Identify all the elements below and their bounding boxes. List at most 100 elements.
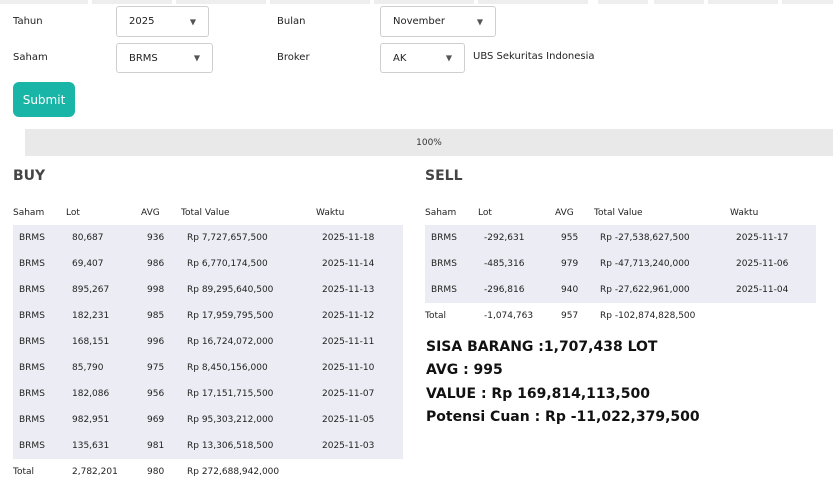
sell-table-header: Saham Lot AVG Total Value Waktu — [425, 201, 816, 225]
chevron-down-icon: ▼ — [476, 17, 483, 26]
buy-col-avg: AVG — [141, 208, 160, 218]
buy-table-row: BRMS 895,267 998 Rp 89,295,640,500 2025-11-1… — [13, 277, 403, 303]
buy-total-cell: Rp 272,688,942,000 — [187, 467, 280, 477]
sell-total-row: Total -1,074,763 957 Rp -102,874,828,500 — [425, 303, 816, 329]
saham-label: Saham — [13, 52, 48, 63]
buy-total-cell: 980 — [147, 467, 165, 477]
sell-cell: Rp -47,713,240,000 — [594, 251, 730, 277]
progress-fill — [25, 129, 833, 156]
chevron-down-icon: ▼ — [193, 53, 200, 63]
potensi-cuan: Potensi Cuan : Rp -11,022,379,500 — [426, 409, 700, 425]
submit-button[interactable]: Submit — [13, 82, 75, 117]
buy-cell: 985 — [141, 303, 181, 329]
buy-col-saham: Saham — [13, 208, 45, 218]
buy-table-row: BRMS 85,790 975 Rp 8,450,156,000 2025-11-10 — [13, 355, 403, 381]
sell-total-cell: -1,074,763 — [484, 311, 534, 321]
bulan-select[interactable]: November ▼ — [380, 6, 496, 37]
buy-cell: Rp 6,770,174,500 — [181, 251, 316, 277]
buy-total-cell — [316, 459, 403, 485]
sell-total-cell: Total — [425, 311, 447, 321]
buy-col-lot: Lot — [66, 208, 80, 218]
buy-cell: BRMS — [13, 433, 66, 459]
buy-cell: 936 — [141, 225, 181, 251]
sell-cell: -296,816 — [478, 277, 555, 303]
buy-cell: Rp 8,450,156,000 — [181, 355, 316, 381]
sell-table-row: BRMS -292,631 955 Rp -27,538,627,500 2025-11… — [425, 225, 816, 251]
buy-cell: Rp 17,151,715,500 — [181, 381, 316, 407]
buy-table-row: BRMS 135,631 981 Rp 13,306,518,500 2025-11-0… — [13, 433, 403, 459]
broker-select[interactable]: AK ▼ — [380, 43, 465, 73]
buy-col-waktu: Waktu — [316, 208, 345, 218]
tahun-label: Tahun — [13, 16, 43, 27]
sell-cell: BRMS — [425, 277, 478, 303]
buy-cell: BRMS — [13, 277, 66, 303]
sell-title: SELL — [425, 168, 463, 184]
sell-cell: -485,316 — [478, 251, 555, 277]
sell-col-lot: Lot — [478, 208, 492, 218]
buy-cell: Rp 89,295,640,500 — [181, 277, 316, 303]
summary-value: VALUE : Rp 169,814,113,500 — [426, 386, 650, 402]
buy-cell: BRMS — [13, 407, 66, 433]
buy-cell: Rp 13,306,518,500 — [181, 433, 316, 459]
sell-col-waktu: Waktu — [730, 208, 759, 218]
buy-cell: Rp 7,727,657,500 — [181, 225, 316, 251]
buy-cell: 2025-11-10 — [316, 355, 403, 381]
sell-col-total-value: Total Value — [594, 208, 643, 218]
sell-cell: Rp -27,538,627,500 — [594, 225, 730, 251]
buy-cell: 981 — [141, 433, 181, 459]
buy-cell: 168,151 — [66, 329, 141, 355]
buy-cell: 969 — [141, 407, 181, 433]
buy-cell: BRMS — [13, 329, 66, 355]
buy-cell: 2025-11-11 — [316, 329, 403, 355]
tahun-select[interactable]: 2025 ▼ — [116, 6, 209, 37]
buy-table-header: Saham Lot AVG Total Value Waktu — [13, 201, 403, 225]
buy-cell: 2025-11-12 — [316, 303, 403, 329]
buy-cell: Rp 16,724,072,000 — [181, 329, 316, 355]
bulan-select-value: November — [393, 16, 446, 27]
buy-cell: BRMS — [13, 303, 66, 329]
buy-total-row: Total 2,782,201 980 Rp 272,688,942,000 — [13, 459, 403, 485]
broker-label: Broker — [277, 52, 310, 63]
buy-cell: BRMS — [13, 225, 66, 251]
sell-total-cell: Rp -102,874,828,500 — [600, 311, 696, 321]
sell-cell: Rp -27,622,961,000 — [594, 277, 730, 303]
sell-cell: BRMS — [425, 251, 478, 277]
buy-cell: Rp 95,303,212,000 — [181, 407, 316, 433]
sell-total-cell — [730, 303, 816, 329]
buy-cell: 80,687 — [66, 225, 141, 251]
buy-cell: 996 — [141, 329, 181, 355]
chevron-down-icon: ▼ — [445, 53, 452, 63]
buy-cell: 975 — [141, 355, 181, 381]
saham-select[interactable]: BRMS ▼ — [116, 43, 213, 73]
sell-cell: BRMS — [425, 225, 478, 251]
buy-cell: 182,086 — [66, 381, 141, 407]
sell-col-avg: AVG — [555, 208, 574, 218]
sell-table-row: BRMS -485,316 979 Rp -47,713,240,000 2025-11… — [425, 251, 816, 277]
sell-table-row: BRMS -296,816 940 Rp -27,622,961,000 2025-11… — [425, 277, 816, 303]
progress-label: 100% — [416, 137, 442, 148]
buy-col-total-value: Total Value — [181, 208, 230, 218]
buy-total-cell: Total — [13, 467, 35, 477]
saham-select-value: BRMS — [129, 52, 158, 64]
buy-table-row: BRMS 182,086 956 Rp 17,151,715,500 2025-11-0… — [13, 381, 403, 407]
buy-cell: 69,407 — [66, 251, 141, 277]
bulan-label: Bulan — [277, 16, 306, 27]
buy-table-row: BRMS 80,687 936 Rp 7,727,657,500 2025-11-18 — [13, 225, 403, 251]
buy-cell: 182,231 — [66, 303, 141, 329]
buy-cell: BRMS — [13, 355, 66, 381]
broker-select-value: AK — [393, 52, 407, 64]
sell-table: Saham Lot AVG Total Value Waktu BRMS -292… — [425, 201, 816, 329]
buy-title: BUY — [13, 168, 46, 184]
buy-table-row: BRMS 168,151 996 Rp 16,724,072,000 2025-11-1… — [13, 329, 403, 355]
buy-cell: BRMS — [13, 251, 66, 277]
buy-cell: 2025-11-03 — [316, 433, 403, 459]
buy-cell: 2025-11-05 — [316, 407, 403, 433]
top-strip — [0, 0, 833, 4]
chevron-down-icon: ▼ — [189, 17, 196, 26]
sell-total-cell: 957 — [561, 311, 579, 321]
buy-cell: 2025-11-18 — [316, 225, 403, 251]
buy-cell: 982,951 — [66, 407, 141, 433]
buy-cell: 2025-11-07 — [316, 381, 403, 407]
sell-cell: -292,631 — [478, 225, 555, 251]
buy-cell: 135,631 — [66, 433, 141, 459]
